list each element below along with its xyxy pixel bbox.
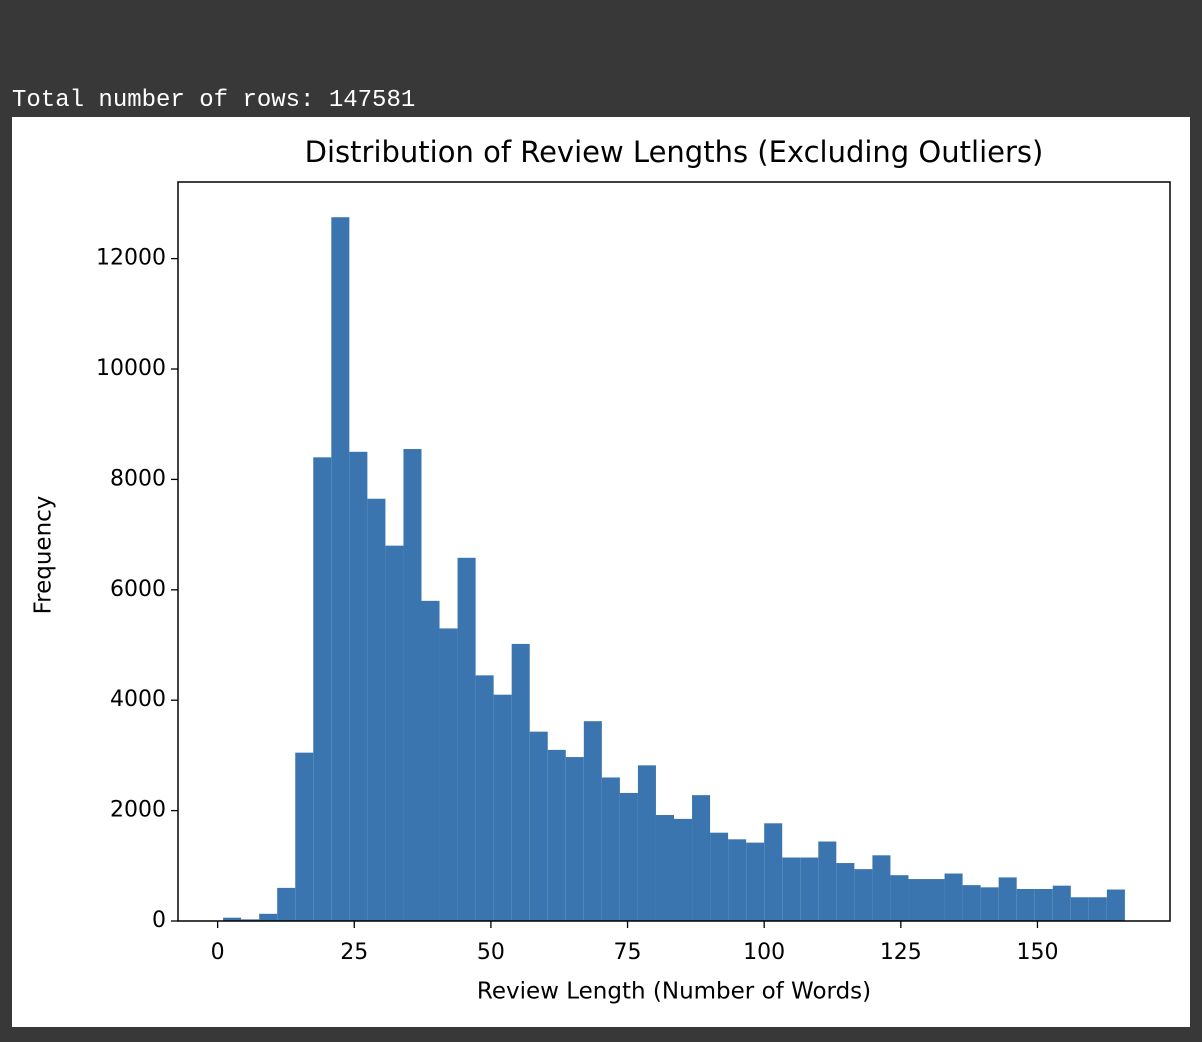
- bar: [872, 855, 891, 921]
- bar: [493, 694, 512, 921]
- bar: [295, 752, 314, 921]
- bar: [944, 873, 963, 921]
- bar: [439, 628, 458, 921]
- bar: [421, 600, 440, 921]
- bar: [1106, 889, 1125, 921]
- bar: [854, 869, 873, 921]
- bar: [692, 795, 711, 921]
- x-axis-label: Review Length (Number of Words): [477, 979, 871, 1005]
- bar: [962, 885, 981, 921]
- bar: [998, 877, 1017, 921]
- y-tick-label: 12000: [96, 246, 166, 271]
- console-line: Total number of rows: 147581: [12, 87, 416, 114]
- bar: [619, 792, 638, 921]
- x-tick-label: 150: [1016, 940, 1058, 965]
- y-tick-label: 4000: [110, 687, 166, 712]
- bar: [1052, 885, 1071, 921]
- plot-frame: [177, 181, 1171, 922]
- y-axis-label: Frequency: [31, 496, 57, 615]
- bar: [836, 863, 855, 921]
- bar: [565, 757, 584, 921]
- bar: [313, 457, 332, 921]
- bar: [547, 749, 566, 921]
- bar: [764, 823, 783, 921]
- bar: [601, 777, 620, 921]
- bar: [529, 731, 548, 921]
- bar: [259, 913, 278, 921]
- bar: [980, 887, 999, 921]
- bar: [331, 217, 350, 921]
- bar: [655, 815, 674, 921]
- y-tick-label: 0: [152, 908, 166, 933]
- bar: [890, 875, 909, 921]
- bar: [349, 451, 368, 921]
- bar: [223, 917, 242, 921]
- bar: [908, 879, 927, 921]
- y-tick-label: 10000: [96, 356, 166, 381]
- bar: [746, 842, 765, 921]
- bar: [583, 721, 602, 921]
- bar: [728, 839, 747, 921]
- bar: [674, 818, 693, 921]
- bar: [1016, 888, 1035, 921]
- bar: [457, 557, 476, 921]
- bar: [367, 498, 386, 921]
- chart-title: Distribution of Review Lengths (Excludin…: [305, 135, 1044, 169]
- x-tick-label: 50: [477, 940, 505, 965]
- y-tick-label: 6000: [110, 577, 166, 602]
- bar: [637, 765, 656, 921]
- chart: Distribution of Review Lengths (Excludin…: [12, 117, 1190, 1027]
- bar: [1088, 897, 1107, 921]
- bar: [782, 857, 801, 921]
- bar: [511, 643, 530, 921]
- bar: [818, 841, 837, 921]
- bar: [800, 857, 819, 921]
- bar: [1070, 897, 1089, 921]
- bar: [1034, 888, 1053, 921]
- bar: [926, 879, 945, 921]
- bar: [710, 832, 729, 921]
- bar: [385, 545, 404, 921]
- x-tick-label: 25: [340, 940, 368, 965]
- bar: [403, 449, 422, 921]
- x-tick-label: 75: [614, 940, 642, 965]
- y-tick-label: 8000: [110, 466, 166, 491]
- x-tick-label: 100: [743, 940, 785, 965]
- bar: [475, 675, 494, 921]
- bar: [241, 919, 260, 921]
- x-tick-label: 0: [211, 940, 225, 965]
- x-tick-label: 125: [880, 940, 922, 965]
- y-tick-label: 2000: [110, 798, 166, 823]
- bar: [277, 887, 296, 921]
